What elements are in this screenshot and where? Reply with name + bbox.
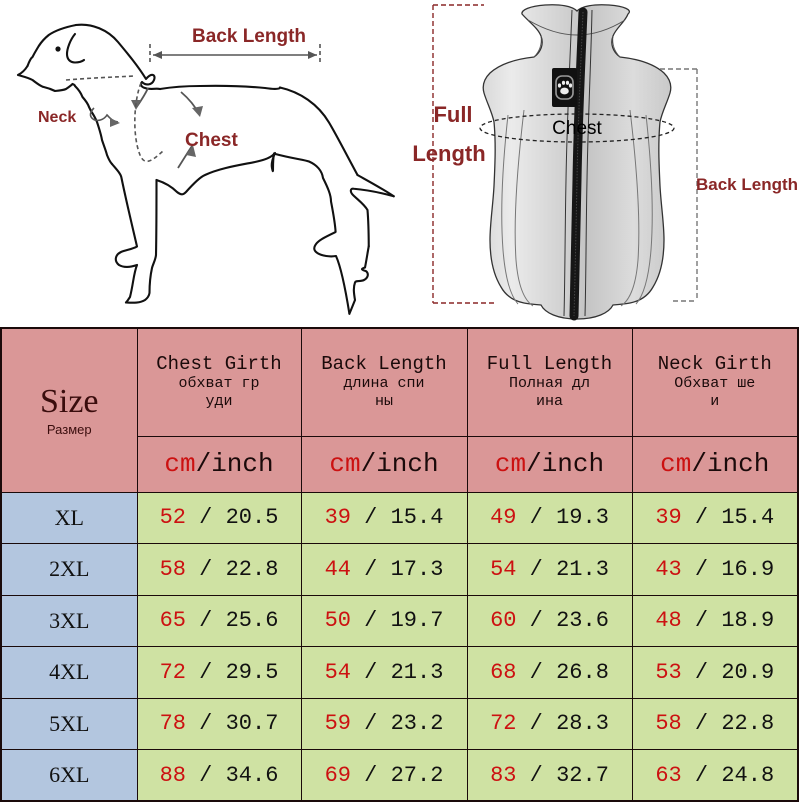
svg-text:Back Length: Back Length [696,175,798,194]
svg-text:Back Length: Back Length [192,26,306,47]
svg-text:Full: Full [433,102,472,127]
svg-text:Chest: Chest [552,118,602,139]
svg-text:Length: Length [412,141,485,166]
svg-text:Neck: Neck [38,109,76,126]
svg-text:Chest: Chest [185,130,238,151]
